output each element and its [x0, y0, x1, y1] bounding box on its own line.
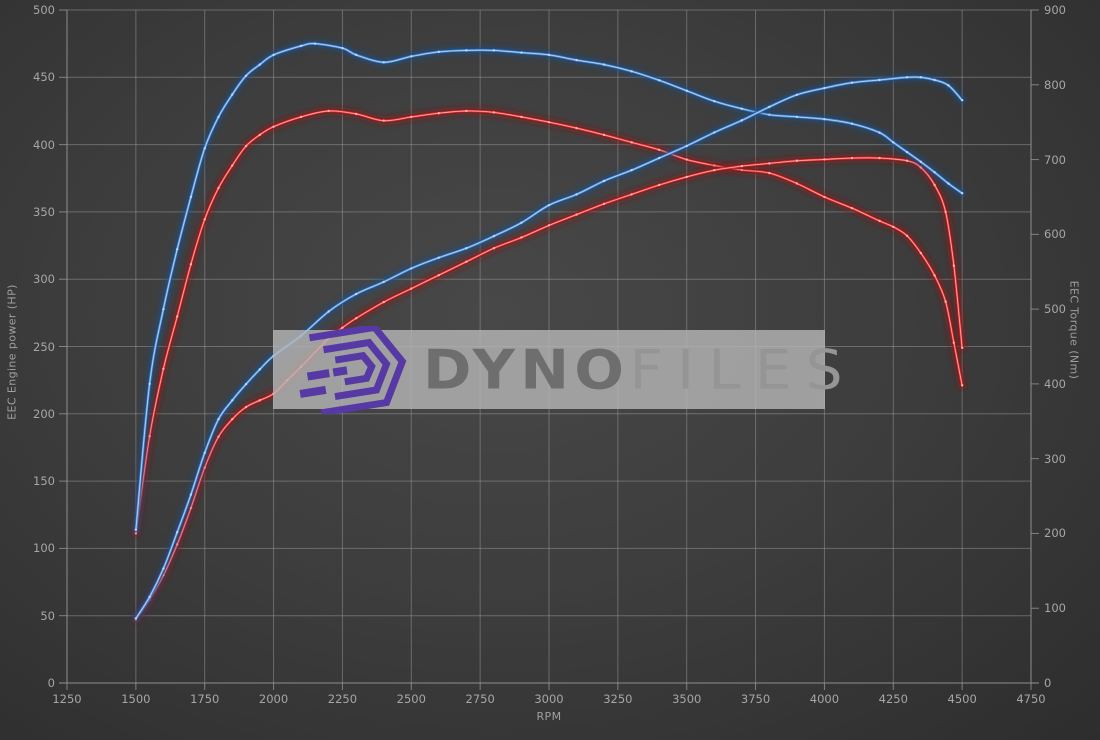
curve-power-blue	[131, 72, 967, 623]
y-left-tick-label: 500	[33, 3, 55, 17]
x-tick-label: 1250	[52, 692, 82, 706]
x-tick-label: 1500	[121, 692, 151, 706]
watermark: DYNOFILES	[273, 326, 843, 414]
x-tick-label: 3250	[603, 692, 633, 706]
y-right-tick-label: 0	[1044, 676, 1052, 690]
y-right-tick-label: 200	[1044, 526, 1066, 541]
y-right-tick-label: 600	[1044, 227, 1066, 242]
x-tick-label: 4500	[947, 692, 977, 706]
x-axis-title: RPM	[536, 710, 562, 723]
y-left-tick-label: 300	[33, 272, 55, 287]
y-left-tick-label: 150	[33, 474, 55, 489]
watermark-text-dyno: DYNO	[423, 338, 630, 401]
y-right-tick-label: 300	[1044, 451, 1066, 466]
curve-torque-red	[131, 106, 967, 538]
x-tick-label: 2750	[465, 692, 495, 706]
y-left-tick-label: 450	[33, 70, 55, 85]
y-right-tick-label: 500	[1044, 302, 1066, 317]
y-right-tick-label: 700	[1044, 152, 1066, 167]
x-tick-label: 2500	[396, 692, 426, 706]
y-left-tick-label: 200	[33, 406, 55, 421]
y-right-tick-label: 400	[1044, 376, 1066, 391]
y-left-tick-label: 250	[33, 339, 55, 354]
x-tick-label: 3000	[534, 692, 564, 706]
watermark-text-files: FILES	[629, 338, 857, 401]
x-tick-label: 1750	[190, 692, 220, 706]
right-axis-title: EEC Torque (Nm)	[1067, 280, 1081, 380]
x-tick-label: 3500	[672, 692, 702, 706]
x-tick-label: 3750	[740, 692, 771, 706]
x-tick-label: 2000	[258, 692, 289, 706]
x-tick-label: 4750	[1016, 692, 1046, 706]
y-left-tick-label: 0	[47, 676, 55, 690]
y-left-tick-label: 100	[33, 541, 55, 556]
y-right-tick-label: 100	[1044, 601, 1066, 616]
y-right-tick-label: 800	[1044, 77, 1066, 92]
y-left-tick-label: 50	[40, 608, 55, 623]
curve-torque-blue	[131, 39, 967, 535]
y-left-tick-label: 350	[33, 204, 55, 219]
y-right-tick-label: 900	[1044, 3, 1066, 17]
x-tick-label: 2250	[327, 692, 358, 706]
dynofiles-logo-icon	[299, 326, 407, 414]
watermark-brand-text: DYNOFILES	[423, 338, 857, 401]
x-tick-label: 4000	[809, 692, 840, 706]
curve-power-red	[131, 153, 967, 625]
y-left-tick-label: 400	[33, 137, 55, 152]
x-tick-label: 4250	[878, 692, 908, 706]
left-axis-title: EEC Engine power (HP)	[5, 284, 19, 420]
